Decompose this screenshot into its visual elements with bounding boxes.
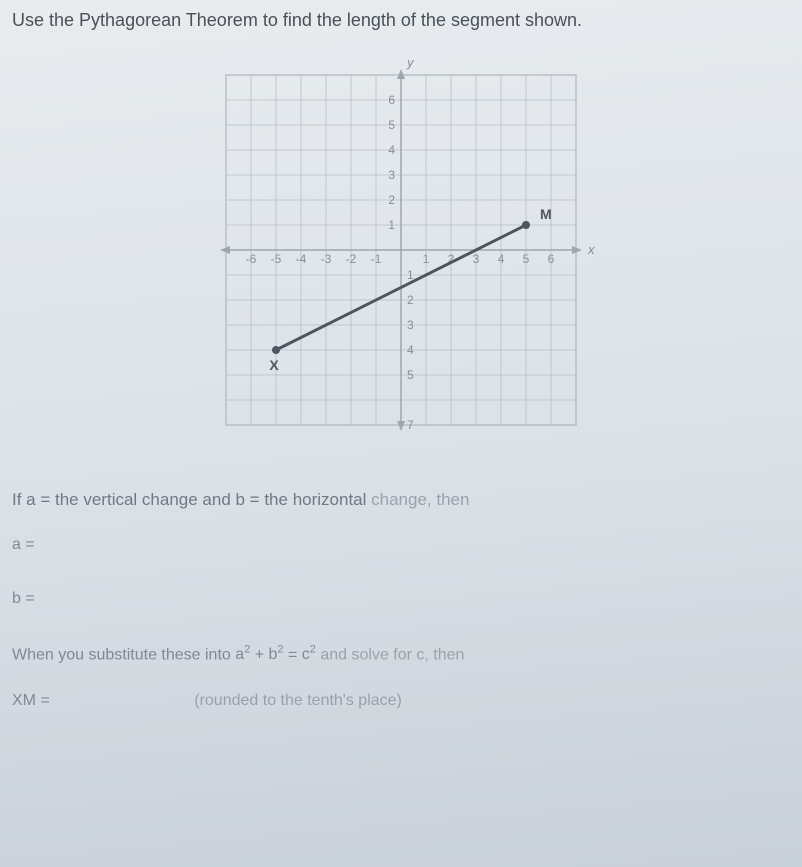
coordinate-chart: -6-5-4-3-2-1123456123456123457xyXM — [12, 55, 790, 450]
svg-text:5: 5 — [388, 118, 395, 132]
vardef-faded: change, then — [371, 490, 469, 509]
svg-text:M: M — [540, 206, 552, 222]
result-row: XM = (rounded to the tenth's place) — [12, 692, 790, 710]
svg-text:5: 5 — [407, 368, 414, 382]
rounding-hint: (rounded to the tenth's place) — [194, 692, 402, 710]
svg-text:-4: -4 — [296, 252, 307, 266]
svg-text:-3: -3 — [321, 252, 332, 266]
svg-text:3: 3 — [407, 318, 414, 332]
svg-text:1: 1 — [423, 252, 430, 266]
eq-a: a2 — [235, 646, 250, 663]
eq-c: c2 — [302, 646, 316, 663]
grid-svg: -6-5-4-3-2-1123456123456123457xyXM — [206, 55, 596, 445]
svg-text:5: 5 — [523, 252, 530, 266]
svg-text:x: x — [587, 242, 595, 257]
question-prompt: Use the Pythagorean Theorem to find the … — [12, 10, 790, 31]
svg-text:-5: -5 — [271, 252, 282, 266]
svg-text:y: y — [406, 55, 415, 70]
variable-definition-line: If a = the vertical change and b = the h… — [12, 490, 790, 510]
svg-text:4: 4 — [388, 143, 395, 157]
svg-text:6: 6 — [388, 93, 395, 107]
eq-eq: = — [284, 646, 302, 663]
svg-text:3: 3 — [388, 168, 395, 182]
svg-text:1: 1 — [388, 218, 395, 232]
eq-plus: + — [250, 646, 268, 663]
b-equals-row: b = — [12, 590, 790, 608]
svg-text:3: 3 — [473, 252, 480, 266]
svg-text:2: 2 — [407, 293, 414, 307]
svg-text:-6: -6 — [246, 252, 257, 266]
vardef-lead: If a = the vertical change and b = the h… — [12, 490, 371, 509]
svg-text:6: 6 — [548, 252, 555, 266]
svg-text:4: 4 — [407, 343, 414, 357]
svg-text:-1: -1 — [371, 252, 382, 266]
svg-text:2: 2 — [388, 193, 395, 207]
svg-text:X: X — [269, 357, 279, 373]
subst-tail: and solve for c, then — [316, 646, 465, 663]
xm-label: XM = — [12, 692, 50, 709]
svg-text:4: 4 — [498, 252, 505, 266]
substitute-line: When you substitute these into a2 + b2 =… — [12, 644, 790, 664]
svg-text:-2: -2 — [346, 252, 357, 266]
svg-text:7: 7 — [407, 418, 414, 432]
eq-b: b2 — [269, 646, 284, 663]
subst-lead: When you substitute these into — [12, 646, 235, 663]
a-equals-row: a = — [12, 536, 790, 554]
